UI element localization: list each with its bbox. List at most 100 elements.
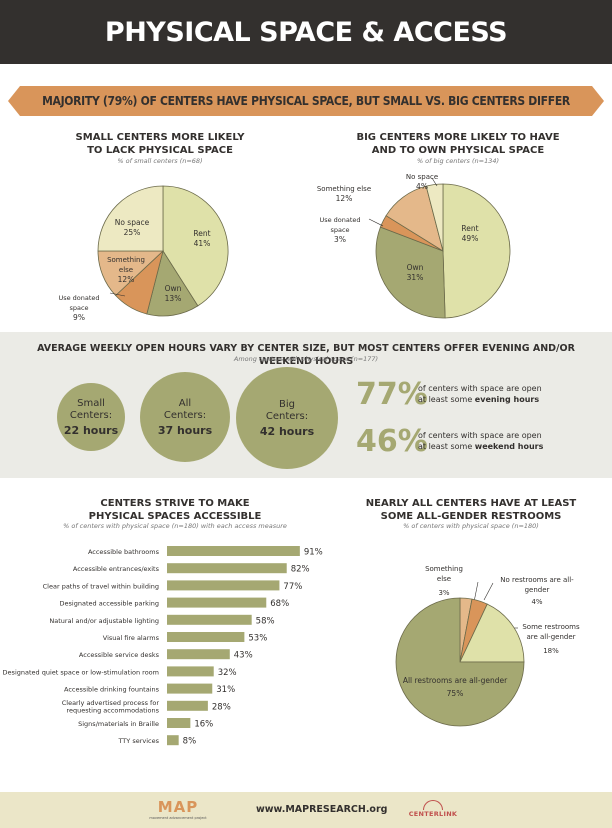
small-rent-name: Rent (193, 229, 211, 238)
bar-value-designated-quiet-space-or-low-stimulation-room: 32% (218, 668, 237, 678)
big-nospace-name: No space (405, 173, 439, 181)
bar-value-accessible-service-desks: 43% (234, 651, 253, 661)
bar-label-clearly-advertised-process-for-requesting-accommodations-line1: Clearly advertised process for (62, 699, 160, 707)
big-else-name: Something else (316, 185, 372, 193)
restroom-none-pct: 4% (531, 598, 543, 606)
bar-visual-fire-alarms (167, 632, 245, 642)
small-pie-label-no-space: No space 25% (114, 218, 150, 238)
weekend-desc-line1: of centers with space are open (418, 431, 542, 440)
restroom-label-else: Something else 3% (418, 564, 470, 598)
centerlink-arc-icon (423, 800, 443, 810)
big-slice-rent (442, 183, 511, 319)
weekend-desc-bold: weekend hours (474, 442, 544, 451)
all-circle-value: 37 hours (157, 423, 213, 437)
bar-label-natural-and-or-adjustable-lighting: Natural and/or adjustable lighting (49, 617, 159, 625)
small-own-name: Own (164, 284, 182, 293)
small-slice-no-space (97, 185, 164, 252)
big-slice-no-space (425, 183, 444, 252)
bar-label-accessible-entrances-exits: Accessible entrances/exits (73, 565, 160, 573)
bar-value-visual-fire-alarms: 53% (248, 634, 267, 644)
all-centers-hours-circle: All Centers: 37 hours (140, 372, 230, 462)
bar-label-clearly-advertised-process-for-requesting-accommodations-line2: requesting accommodations (66, 706, 159, 714)
bar-value-natural-and-or-adjustable-lighting: 58% (256, 616, 275, 626)
big-own-pct: 31% (406, 273, 424, 282)
map-logo-subtext: movement advancement project (149, 816, 207, 820)
evening-desc-bold: evening hours (474, 395, 540, 404)
hours-subtitle: Among centers with physical space (n=177… (233, 355, 379, 363)
small-pie-title-line1: SMALL CENTERS MORE LIKELY (75, 132, 245, 143)
bar-label-clear-paths-of-travel-within-building: Clear paths of travel within building (43, 582, 159, 590)
bar-label-accessible-drinking-fountains: Accessible drinking fountains (64, 686, 160, 694)
bar-accessible-drinking-fountains (167, 683, 213, 694)
map-logo-text: MAP (157, 798, 199, 816)
bar-label-designated-quiet-space-or-low-stimulation-room: Designated quiet space or low-stimulatio… (3, 668, 159, 676)
access-title-line2: PHYSICAL SPACES ACCESSIBLE (88, 511, 262, 522)
big-else-pct: 12% (335, 194, 353, 203)
weekend-desc-pre: at least some (418, 442, 475, 451)
bar-value-accessible-drinking-fountains: 31% (216, 685, 235, 695)
restroom-none-leader (483, 582, 494, 601)
restroom-else-name: Something else (425, 565, 463, 583)
small-pie-label-donated: Use donated space 9% (48, 293, 110, 323)
restroom-slice-some-restrooms-are-all-gender (459, 603, 525, 663)
centerlink-logo: CENTERLINK (408, 800, 458, 818)
restroom-some-pct: 18% (543, 647, 559, 655)
big-nospace-pct: 4% (416, 182, 428, 191)
big-own-name: Own (406, 263, 424, 272)
evening-hours-pct: 77% (356, 377, 428, 412)
weekend-hours-pct: 46% (356, 424, 428, 459)
small-nospace-pct: 25% (123, 228, 141, 237)
bar-value-accessible-bathrooms: 91% (304, 548, 323, 558)
restroom-label-some: Some restrooms are all-gender 18% (516, 622, 586, 656)
big-circle-name2: Centers: (265, 410, 309, 422)
all-circle-name1: All (178, 397, 192, 409)
evening-desc-line1: of centers with space are open (418, 384, 542, 393)
bar-accessible-service-desks (167, 649, 230, 660)
restrooms-pie-chart (395, 597, 525, 727)
section-banner: MAJORITY (79%) OF CENTERS HAVE PHYSICAL … (8, 86, 604, 116)
small-pie-label-own: Own 13% (158, 284, 188, 304)
big-circle-name1: Big (279, 398, 295, 410)
small-donated-pct: 9% (73, 313, 85, 322)
small-donated-name: Use donated space (58, 294, 100, 312)
big-pie-title: BIG CENTERS MORE LIKELY TO HAVE AND TO O… (348, 131, 568, 157)
big-donated-leader (368, 218, 384, 227)
big-pie-label-rent: Rent 49% (455, 224, 485, 244)
map-logo: MAP movement advancement project (148, 798, 208, 820)
bar-label-tty-services: TTY services (117, 737, 159, 745)
restroom-all-pct: 75% (446, 689, 464, 698)
big-pie-label-something-else: Something else 12% (316, 184, 372, 204)
bar-label-accessible-bathrooms: Accessible bathrooms (88, 548, 160, 556)
bar-label-designated-accessible-parking: Designated accessible parking (60, 600, 159, 608)
small-pie-title-line2: TO LACK PHYSICAL SPACE (87, 145, 233, 156)
page-header: PHYSICAL SPACE & ACCESS (0, 0, 612, 64)
weekend-desc-line2: at least some weekend hours (418, 441, 543, 452)
restroom-some-name2: are all-gender (526, 633, 576, 641)
restroom-all-name: All restrooms are all-gender (402, 676, 508, 685)
bar-value-clearly-advertised-process-for-requesting-accommodations: 28% (212, 702, 231, 712)
website-link[interactable]: www.MAPRESEARCH.org (256, 804, 388, 815)
restroom-else-pct: 3% (438, 589, 450, 597)
small-centers-pie-chart (97, 185, 229, 317)
big-pie-label-donated: Use donated space 3% (309, 215, 371, 245)
restroom-else-leader (473, 581, 479, 603)
small-pie-title: SMALL CENTERS MORE LIKELY TO LACK PHYSIC… (60, 131, 260, 157)
bar-signs-materials-in-braille (167, 718, 191, 728)
bar-value-clear-paths-of-travel-within-building: 77% (283, 582, 302, 592)
restroom-none-name: No restrooms are all-gender (500, 576, 574, 594)
bar-label-signs-materials-in-braille: Signs/materials in Braille (78, 720, 159, 728)
banner-text: MAJORITY (79%) OF CENTERS HAVE PHYSICAL … (42, 94, 570, 108)
bar-clearly-advertised-process-for-requesting-accommodations (167, 700, 208, 711)
small-pie-subtitle: % of small centers (n=68) (117, 157, 203, 165)
bar-accessible-bathrooms (167, 546, 300, 556)
small-nospace-name: No space (114, 218, 150, 227)
restrooms-title: NEARLY ALL CENTERS HAVE AT LEAST SOME AL… (358, 497, 584, 523)
small-rent-pct: 41% (193, 239, 211, 248)
big-pie-label-own: Own 31% (400, 263, 430, 283)
small-centers-hours-circle: Small Centers: 22 hours (57, 383, 125, 451)
big-nospace-leader (431, 177, 438, 187)
bar-natural-and-or-adjustable-lighting (167, 614, 252, 625)
restroom-some-name1: Some restrooms (522, 623, 580, 631)
small-donated-leader (109, 292, 126, 297)
big-circle-value: 42 hours (259, 424, 315, 438)
